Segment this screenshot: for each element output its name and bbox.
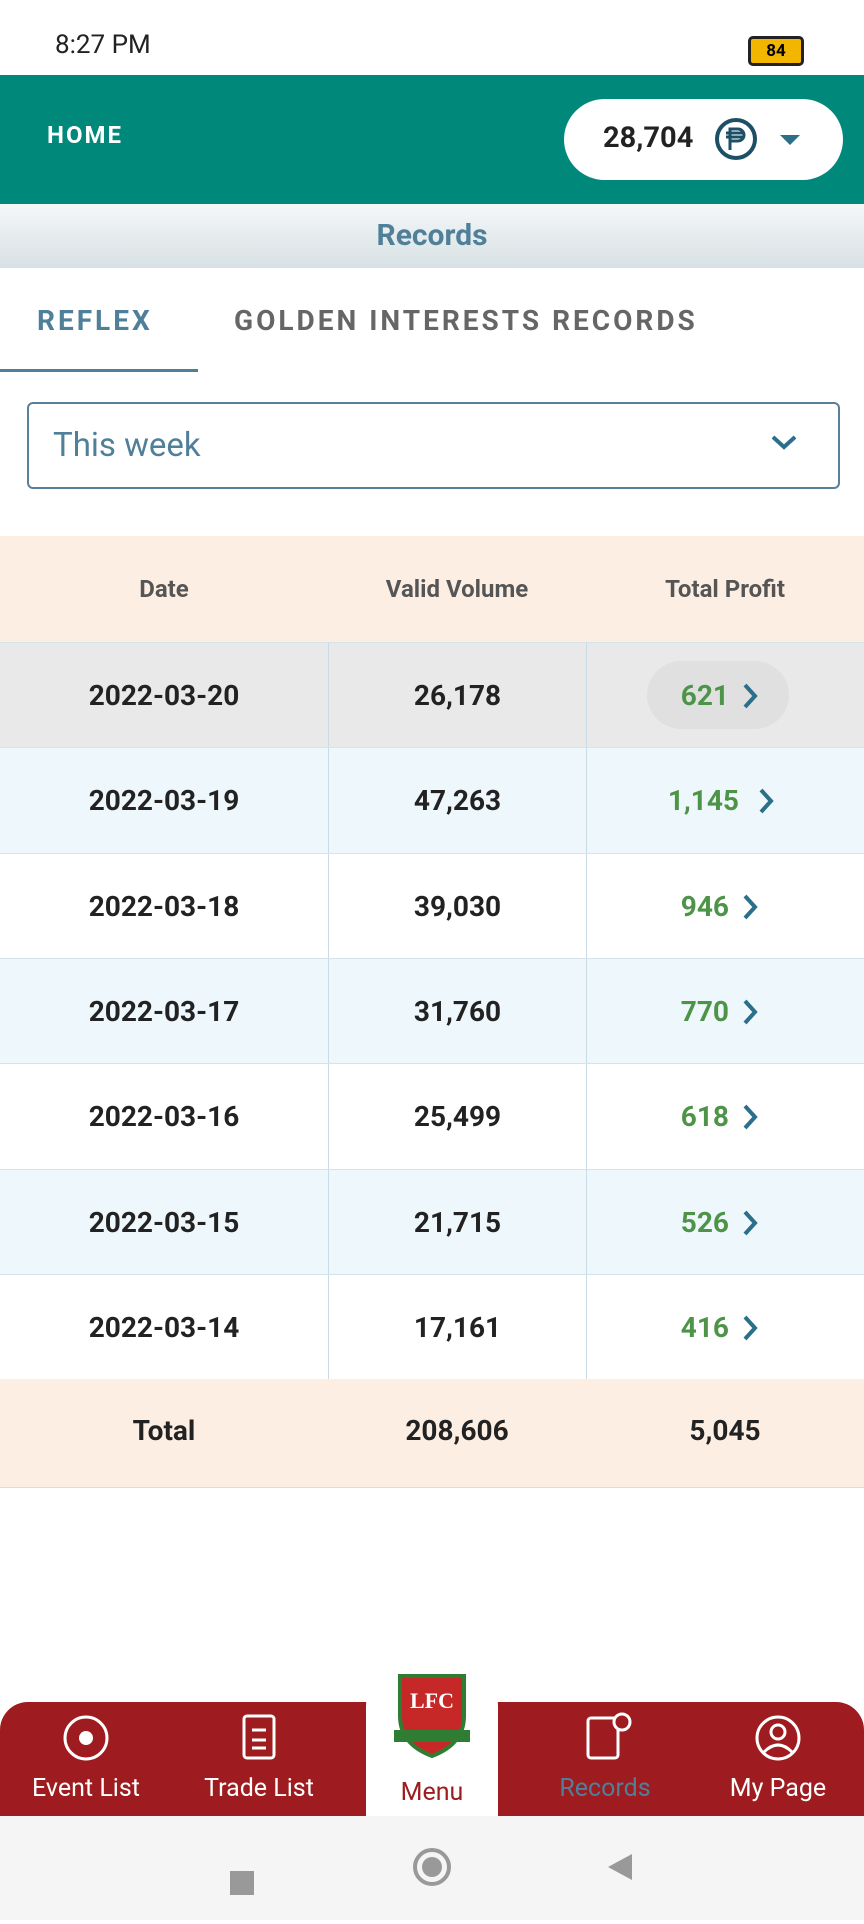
logo[interactable]: LFC — [392, 1666, 472, 1758]
profit-value[interactable]: 526 — [680, 1205, 729, 1239]
cell-text: 2022-03-15 — [88, 1205, 240, 1239]
page-title: Records — [0, 204, 864, 268]
system-buttons — [230, 1848, 632, 1895]
time: 8:27 PM — [55, 30, 151, 60]
profit-highlight — [647, 661, 789, 729]
cell-text: 2022-03-18 — [88, 889, 240, 923]
cell-text: 2022-03-19 — [88, 784, 240, 818]
cell-text: 26,178 — [413, 679, 502, 712]
cell-text: 47,263 — [413, 784, 502, 818]
nav-icons — [63, 1712, 801, 1761]
table-cell: 17,161 — [328, 1274, 586, 1381]
chevron-right[interactable] — [757, 786, 777, 816]
chevron-right[interactable] — [741, 1208, 761, 1238]
tab-active[interactable]: REFLEX — [37, 304, 153, 337]
home-link[interactable]: HOME — [47, 121, 124, 149]
table-row[interactable]: 2022-03-15 21,715 526 — [0, 1168, 864, 1275]
profit-value[interactable]: 946 — [680, 889, 729, 923]
cell-text: 17,161 — [413, 1310, 502, 1344]
tab-indicator — [0, 369, 198, 372]
currency-icon — [715, 118, 800, 160]
table-cell: 770 — [586, 958, 864, 1065]
total-row: Total 208,606 5,045 — [0, 1379, 864, 1488]
table-row[interactable]: 2022-03-17 31,760 770 — [0, 957, 864, 1065]
nav-label[interactable]: Event List — [32, 1774, 140, 1803]
table-cell: 946 — [586, 853, 864, 959]
chevron-down — [771, 435, 797, 450]
chevron-right[interactable] — [741, 892, 761, 922]
table-cell: 2022-03-15 — [0, 1170, 328, 1275]
cell-text: 39,030 — [413, 889, 502, 923]
select-value: This week — [53, 426, 201, 465]
table-row[interactable]: 2022-03-18 39,030 946 — [0, 852, 864, 959]
period-select[interactable]: This week — [27, 402, 840, 489]
table-cell: 47,263 — [328, 748, 586, 854]
table-row[interactable]: 2022-03-20 26,178 621 — [0, 642, 864, 749]
cell-text: 21,715 — [413, 1205, 502, 1239]
cell-text: 25,499 — [413, 1100, 502, 1134]
logo-text: LFC — [410, 1688, 454, 1713]
table-row[interactable]: 2022-03-16 25,499 618 — [0, 1063, 864, 1170]
chevron-right[interactable] — [741, 1102, 761, 1132]
table-cell: 621 — [586, 643, 864, 749]
table-header: Date Valid Volume Total Profit — [0, 536, 864, 642]
balance: 28,704 — [603, 121, 694, 155]
chevron-right[interactable] — [741, 1313, 761, 1343]
cell-text: 2022-03-14 — [88, 1310, 240, 1344]
profit-value[interactable]: 1,145 — [667, 784, 739, 818]
table-cell: 2022-03-20 — [0, 643, 328, 748]
records-table: Date Valid Volume Total Profit 2022-03-20 26… — [0, 536, 864, 1488]
nav-label[interactable]: Menu — [400, 1778, 464, 1807]
table-cell: 2022-03-18 — [0, 854, 328, 959]
profit-value[interactable]: 621 — [680, 679, 729, 712]
profit-value[interactable]: 770 — [680, 994, 729, 1028]
cell-text: 2022-03-16 — [88, 1100, 240, 1134]
profit-value[interactable]: 416 — [680, 1310, 729, 1344]
table-cell: 26,178 — [328, 643, 586, 749]
app-header: HOME 28,704 — [0, 75, 864, 204]
profit-value[interactable]: 618 — [680, 1100, 729, 1134]
total-cell: Total — [132, 1414, 196, 1448]
table-cell: 526 — [586, 1169, 864, 1275]
cell-text: 2022-03-17 — [88, 994, 240, 1028]
cell-text: 2022-03-20 — [88, 679, 240, 712]
nav-label[interactable]: Records — [559, 1774, 651, 1803]
nav-label[interactable]: Trade List — [204, 1774, 314, 1803]
cell-text: 31,760 — [413, 994, 502, 1028]
tab[interactable]: GOLDEN INTERESTS RECORDS — [234, 304, 698, 337]
table-cell: 2022-03-19 — [0, 748, 328, 853]
nav-label[interactable]: My Page — [729, 1774, 827, 1803]
header-cell: Date — [139, 575, 189, 603]
header-cell: Valid Volume — [385, 575, 529, 603]
table-cell: 2022-03-16 — [0, 1064, 328, 1169]
status-bar: 8:27 PM 84 — [0, 0, 864, 75]
battery: 84 — [748, 36, 804, 66]
table-cell: 21,715 — [328, 1169, 586, 1275]
table-row[interactable]: 2022-03-19 47,263 1,145 — [0, 747, 864, 854]
total-cell: 208,606 — [405, 1414, 509, 1448]
system-nav — [0, 1816, 864, 1920]
header-cell: Total Profit — [665, 575, 785, 603]
chevron-right[interactable] — [741, 681, 761, 711]
table-cell: 39,030 — [328, 853, 586, 959]
table-cell: 2022-03-14 — [0, 1275, 328, 1380]
table-cell: 416 — [586, 1274, 864, 1381]
chevron-right[interactable] — [741, 997, 761, 1027]
table-cell: 1,145 — [586, 748, 864, 854]
balance-pill[interactable]: 28,704 — [564, 99, 843, 180]
table-cell: 31,760 — [328, 958, 586, 1065]
table-cell: 618 — [586, 1064, 864, 1170]
table-cell: 2022-03-17 — [0, 959, 328, 1064]
total-cell: 5,045 — [689, 1414, 761, 1448]
table-row[interactable]: 2022-03-14 17,161 416 — [0, 1273, 864, 1381]
table-cell: 25,499 — [328, 1064, 586, 1170]
